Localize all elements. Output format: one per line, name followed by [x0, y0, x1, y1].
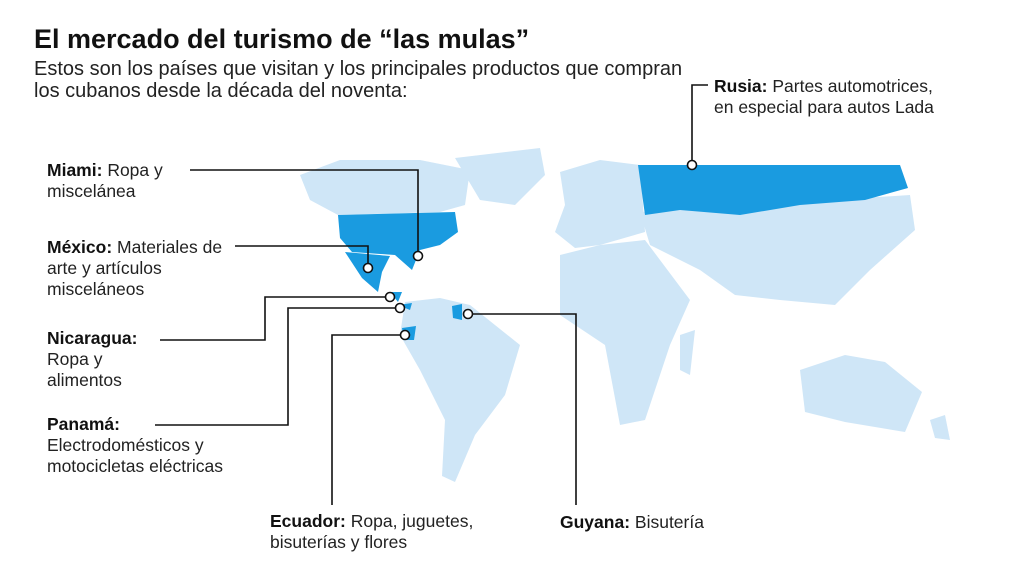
new-zealand: [930, 415, 950, 440]
description: Ropa, juguetes, bisuterías y flores: [270, 511, 474, 552]
greenland: [455, 148, 545, 205]
subtitle: Estos son los países que visitan y los p…: [34, 58, 683, 102]
guyana: [452, 304, 462, 320]
place: Nicaragua:: [47, 328, 138, 348]
leader-lines: [155, 84, 708, 505]
callout: Guyana: Bisutería: [560, 512, 760, 533]
description: Ropa y miscelánea: [47, 160, 163, 201]
north-america: [300, 160, 470, 215]
description: Bisutería: [634, 512, 704, 532]
leader-line: [160, 296, 390, 341]
marker: [362, 262, 374, 274]
callout: Rusia: Partes automotrices, en especial …: [714, 76, 954, 118]
asia: [640, 195, 915, 305]
africa: [560, 240, 690, 425]
europe: [555, 160, 645, 248]
place: México:: [47, 237, 113, 257]
land: [300, 148, 950, 482]
marker: [686, 159, 698, 171]
leader-line: [235, 245, 369, 268]
madagascar: [680, 330, 695, 375]
callout: México: Materiales de arte y artículos m…: [47, 237, 237, 300]
place: Guyana:: [560, 512, 631, 532]
description: Electrodomésticos y motocicletas eléctri…: [47, 435, 224, 476]
callout: Panamá: Electrodomésticos y motocicletas…: [47, 414, 257, 477]
description: Partes automotrices, en especial para au…: [714, 76, 934, 117]
leader-line: [190, 169, 419, 256]
callout: Nicaragua: Ropa y alimentos: [47, 328, 157, 391]
marker: [394, 302, 406, 314]
place: Panamá:: [47, 414, 120, 434]
place: Miami:: [47, 160, 103, 180]
title: El mercado del turismo de “las mulas”: [34, 24, 530, 54]
marker: [412, 250, 424, 262]
description: Materiales de arte y artículos misceláne…: [47, 237, 223, 299]
leader-line: [468, 313, 577, 505]
russia: [638, 165, 908, 215]
description: Ropa y alimentos: [47, 349, 122, 390]
callout: Miami: Ropa y miscelánea: [47, 160, 192, 202]
callout: Ecuador: Ropa, juguetes, bisuterías y fl…: [270, 511, 510, 553]
usa: [338, 212, 458, 270]
leader-line: [691, 84, 708, 165]
leader-line: [155, 307, 400, 426]
place: Ecuador:: [270, 511, 346, 531]
australia: [800, 355, 922, 432]
markers: [362, 159, 698, 341]
place: Rusia:: [714, 76, 768, 96]
south-america: [400, 298, 520, 482]
marker: [462, 308, 474, 320]
leader-line: [331, 334, 405, 505]
marker: [384, 291, 396, 303]
marker: [399, 329, 411, 341]
